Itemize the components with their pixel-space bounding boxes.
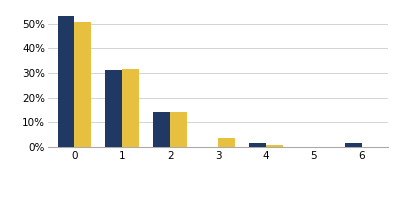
Bar [170,112,187,147]
Bar [58,16,74,147]
Legend: Male students, Female students: Male students, Female students [115,206,321,210]
Bar [345,143,362,147]
Bar [106,71,122,147]
Bar [122,69,139,147]
Bar [218,138,235,147]
Bar [74,22,91,147]
Bar [266,144,283,147]
Bar [249,143,266,147]
Bar [153,112,170,147]
